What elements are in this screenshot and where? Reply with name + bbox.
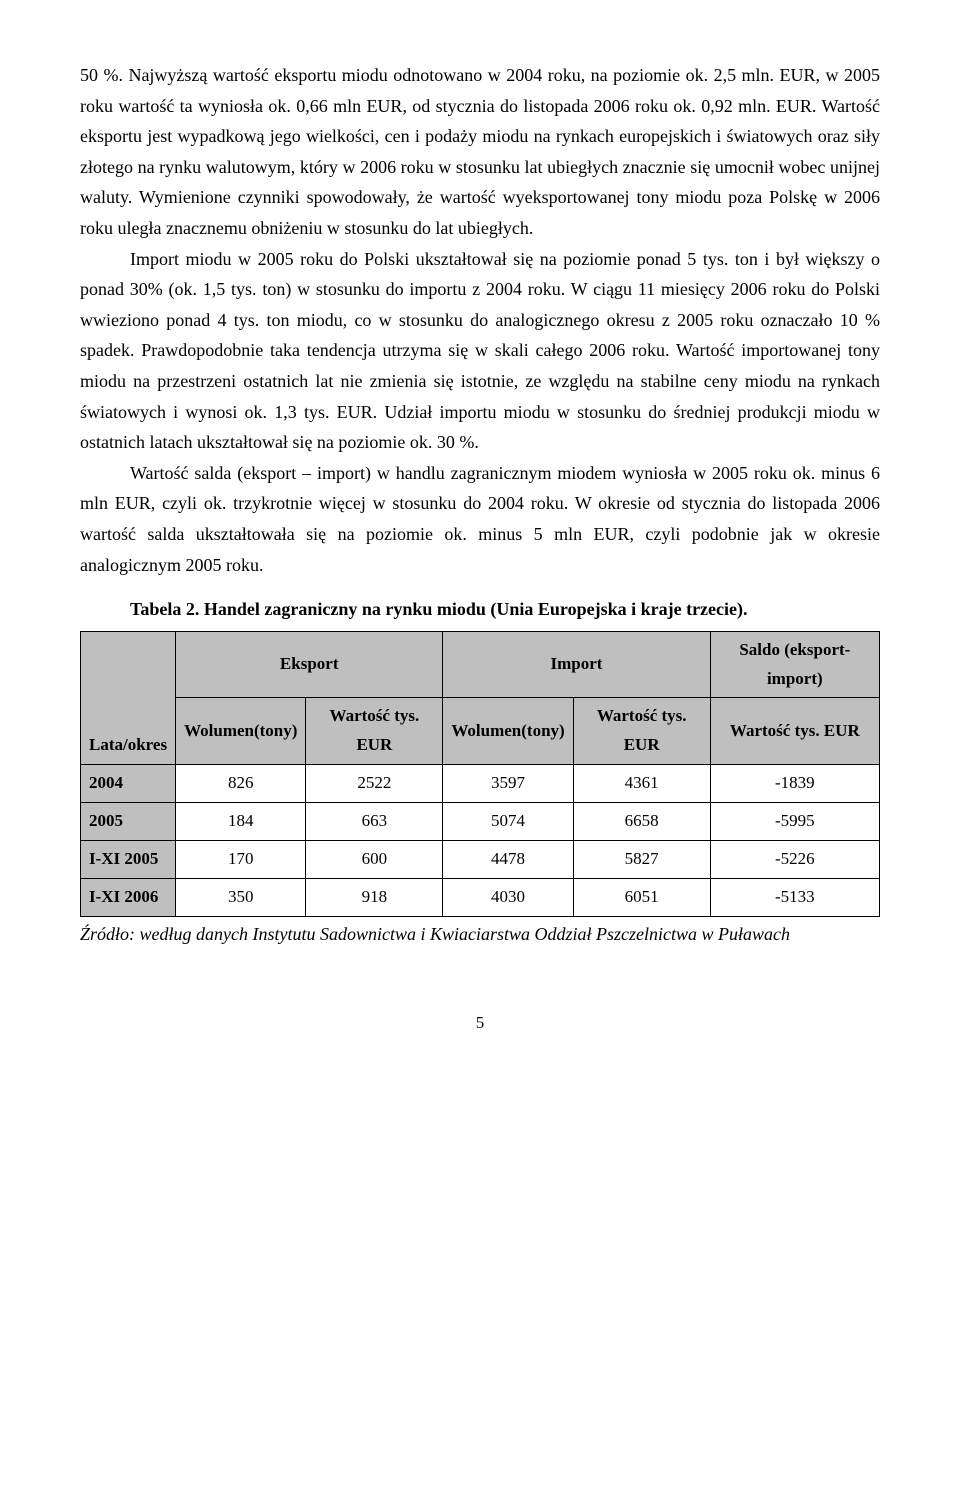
cell: 170 (176, 841, 306, 879)
cell: 4030 (443, 878, 573, 916)
cell: 918 (306, 878, 443, 916)
table-row: I-XI 2006 350 918 4030 6051 -5133 (81, 878, 880, 916)
cell: 826 (176, 765, 306, 803)
cell: 4361 (573, 765, 710, 803)
cell: 4478 (443, 841, 573, 879)
col-saldo-wartosc: Wartość tys. EUR (710, 698, 879, 765)
col-eksport: Eksport (176, 631, 443, 698)
table-row: 2005 184 663 5074 6658 -5995 (81, 803, 880, 841)
trade-table: Lata/okres Eksport Import Saldo (eksport… (80, 631, 880, 917)
cell: 6051 (573, 878, 710, 916)
cell: 5827 (573, 841, 710, 879)
cell: 663 (306, 803, 443, 841)
cell: 350 (176, 878, 306, 916)
table-title: Tabela 2. Handel zagraniczny na rynku mi… (80, 594, 880, 625)
col-eksport-wartosc: Wartość tys. EUR (306, 698, 443, 765)
row-label: I-XI 2005 (81, 841, 176, 879)
cell: 5074 (443, 803, 573, 841)
document-body: 50 %. Najwyższą wartość eksportu miodu o… (80, 60, 880, 580)
table-row: I-XI 2005 170 600 4478 5827 -5226 (81, 841, 880, 879)
row-label: 2005 (81, 803, 176, 841)
col-saldo: Saldo (eksport-import) (710, 631, 879, 698)
table-source: Źródło: według danych Instytutu Sadownic… (80, 919, 880, 950)
table-body: 2004 826 2522 3597 4361 -1839 2005 184 6… (81, 765, 880, 917)
row-label: 2004 (81, 765, 176, 803)
row-label: I-XI 2006 (81, 878, 176, 916)
col-eksport-wolumen: Wolumen(tony) (176, 698, 306, 765)
cell: -1839 (710, 765, 879, 803)
table-row: 2004 826 2522 3597 4361 -1839 (81, 765, 880, 803)
col-lata: Lata/okres (81, 631, 176, 765)
cell: -5995 (710, 803, 879, 841)
paragraph-2: Import miodu w 2005 roku do Polski ukszt… (80, 244, 880, 458)
page-number: 5 (80, 1009, 880, 1038)
cell: -5226 (710, 841, 879, 879)
cell: 3597 (443, 765, 573, 803)
table-header: Lata/okres Eksport Import Saldo (eksport… (81, 631, 880, 765)
cell: 2522 (306, 765, 443, 803)
paragraph-3: Wartość salda (eksport – import) w handl… (80, 458, 880, 580)
col-import-wartosc: Wartość tys. EUR (573, 698, 710, 765)
cell: -5133 (710, 878, 879, 916)
paragraph-1: 50 %. Najwyższą wartość eksportu miodu o… (80, 60, 880, 244)
cell: 6658 (573, 803, 710, 841)
cell: 184 (176, 803, 306, 841)
cell: 600 (306, 841, 443, 879)
col-import-wolumen: Wolumen(tony) (443, 698, 573, 765)
col-import: Import (443, 631, 710, 698)
